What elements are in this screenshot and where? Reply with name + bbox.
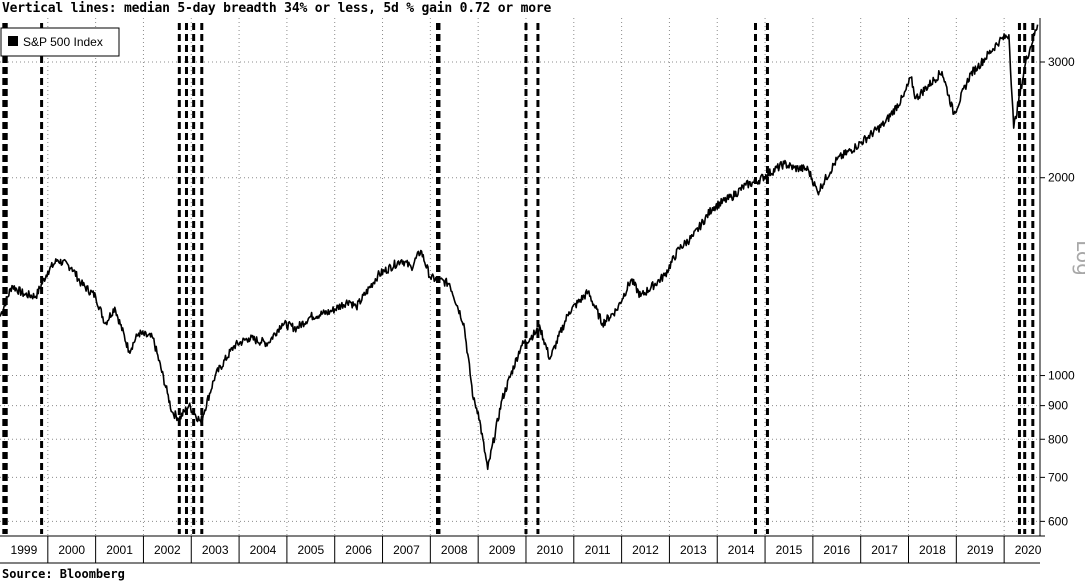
x-tick-label: 2007	[393, 543, 420, 557]
x-tick-label: 2001	[106, 543, 133, 557]
x-tick-label: 2010	[537, 543, 564, 557]
x-tick-label: 2014	[728, 543, 755, 557]
x-tick-label: 2019	[967, 543, 994, 557]
grid-y	[0, 61, 1040, 522]
x-tick-label: 2020	[1015, 543, 1042, 557]
x-tick-label: 2000	[58, 543, 85, 557]
y-tick-label: 1000	[1048, 369, 1075, 383]
legend-label: S&P 500 Index	[23, 35, 103, 49]
y-axis: 600 700 800 900 1000 2000 3000	[1040, 55, 1075, 528]
x-tick-label: 2008	[441, 543, 468, 557]
series-line-sp500	[0, 24, 1039, 471]
x-tick-label: 2004	[250, 543, 277, 557]
y-tick-label: 800	[1048, 432, 1068, 446]
x-tick-label: 2015	[776, 543, 803, 557]
x-tick-label: 2013	[680, 543, 707, 557]
x-tick-label: 2016	[823, 543, 850, 557]
x-tick-label: 2006	[345, 543, 372, 557]
legend-swatch	[8, 36, 18, 46]
legend-box	[0, 27, 120, 57]
x-tick-label: 2002	[154, 543, 181, 557]
x-tick-label: 2005	[297, 543, 324, 557]
x-tick-label: 2017	[871, 543, 898, 557]
log-scale-label: Log	[1072, 240, 1085, 276]
x-tick-label: 2018	[919, 543, 946, 557]
x-axis: 1999 2000 2001 2002 2003 2004 2005 2006 2007 2008…	[0, 536, 1042, 564]
y-tick-label: 3000	[1048, 55, 1075, 69]
x-tick-label: 2009	[489, 543, 516, 557]
y-tick-label: 600	[1048, 514, 1068, 528]
chart-source: Source: Bloomberg	[2, 567, 125, 581]
y-tick-label: 700	[1048, 470, 1068, 484]
x-tick-label: 2011	[585, 543, 611, 557]
y-tick-label: 2000	[1048, 171, 1075, 185]
series-layer	[0, 24, 1039, 471]
x-tick-label: 1999	[11, 543, 38, 557]
legend: S&P 500 Index	[0, 27, 120, 57]
y-tick-label: 900	[1048, 399, 1068, 413]
x-tick-label: 2012	[632, 543, 659, 557]
signal-vertical-lines	[2, 23, 1035, 534]
chart-title: Vertical lines: median 5-day breadth 34%…	[2, 1, 552, 16]
x-tick-label: 2003	[202, 543, 229, 557]
plot-frame	[0, 18, 1045, 537]
